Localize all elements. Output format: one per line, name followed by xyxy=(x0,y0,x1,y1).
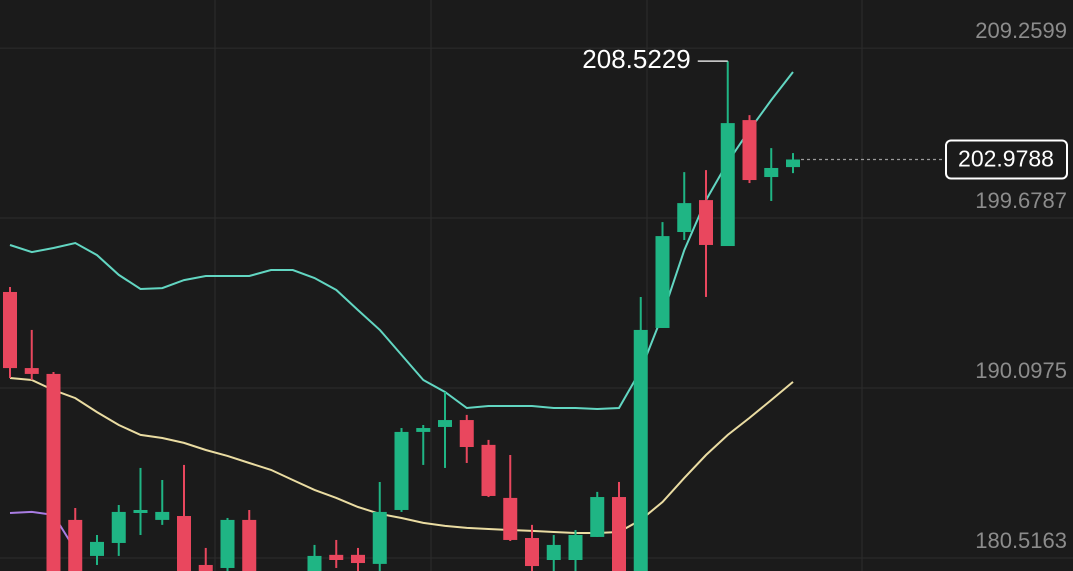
candle-body xyxy=(372,511,387,564)
max-label: 208.5229 xyxy=(582,44,690,74)
candle-body xyxy=(438,420,452,427)
candle-body xyxy=(677,203,692,233)
candle-body xyxy=(351,554,365,564)
overlay-line xyxy=(9,377,794,534)
candle-body xyxy=(612,497,626,571)
candle-body xyxy=(155,511,170,520)
candle-body xyxy=(329,554,344,561)
candle-body xyxy=(786,159,800,168)
candle-body xyxy=(503,497,518,540)
candle-body xyxy=(177,516,191,571)
candle-body xyxy=(394,431,409,510)
candle-body xyxy=(590,497,605,537)
candle-body xyxy=(742,120,757,181)
candle-body xyxy=(68,519,83,571)
candle-body xyxy=(307,555,322,571)
candle-body xyxy=(764,167,779,178)
y-tick-label: 209.2599 xyxy=(975,18,1067,43)
candle-body xyxy=(699,200,713,245)
candle-body xyxy=(133,509,148,513)
candle-body xyxy=(111,511,126,543)
candle-body xyxy=(416,428,431,432)
candle-body xyxy=(242,519,257,571)
y-tick-label: 180.5163 xyxy=(975,528,1067,553)
candle-body xyxy=(198,564,213,571)
last-price-label: 202.9788 xyxy=(958,146,1054,172)
candle-body xyxy=(46,373,61,571)
candle-body xyxy=(3,291,17,369)
candle-body xyxy=(90,541,104,556)
candle-body xyxy=(568,534,583,561)
candle-body xyxy=(546,544,561,561)
candle-body xyxy=(633,329,648,571)
candles xyxy=(3,61,800,571)
candle-body xyxy=(720,123,735,247)
overlay-line xyxy=(9,510,77,551)
y-tick-label: 190.0975 xyxy=(975,358,1067,383)
y-tick-label: 199.6787 xyxy=(975,188,1067,213)
candle-body xyxy=(24,368,39,374)
last-price-box xyxy=(945,139,1068,180)
candle-body xyxy=(655,236,670,328)
vertical-grid xyxy=(214,0,863,571)
candle-body xyxy=(481,444,496,496)
candle-body xyxy=(525,538,539,567)
candle-body xyxy=(459,420,474,448)
candle-body xyxy=(220,519,235,568)
labels: 209.2599 199.6787 190.0975 180.5163 208.5229… xyxy=(582,18,1068,553)
grid xyxy=(0,47,1073,559)
